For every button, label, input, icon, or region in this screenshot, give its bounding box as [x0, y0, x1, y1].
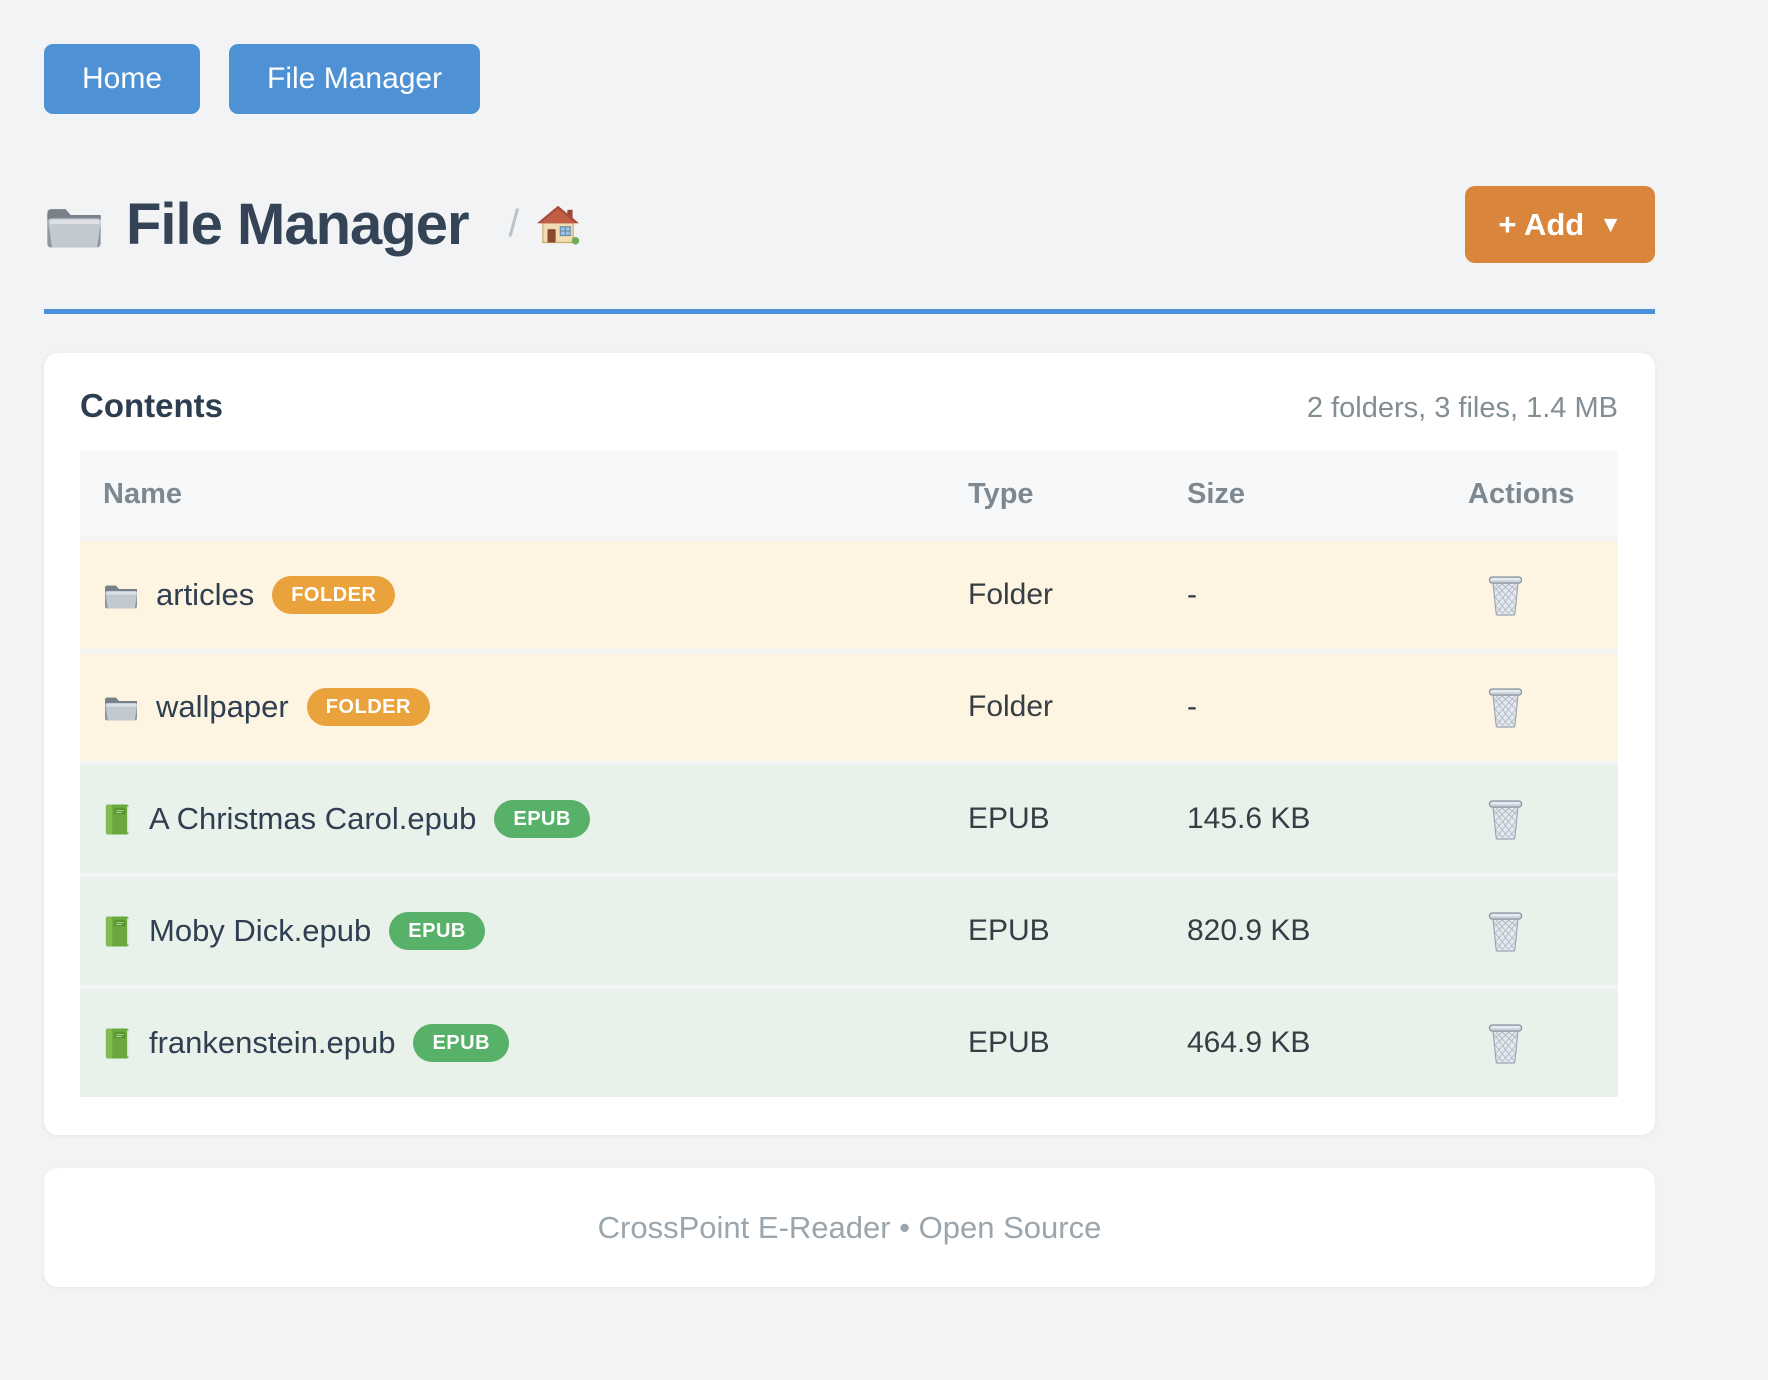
table-row[interactable]: frankenstein.epub EPUB EPUB 464.9 KB: [80, 985, 1618, 1097]
page-title: File Manager: [126, 192, 470, 257]
type-badge: EPUB: [494, 800, 590, 838]
trash-icon: [1488, 575, 1523, 616]
column-header-name: Name: [103, 477, 182, 510]
footer: CrossPoint E-Reader • Open Source: [44, 1168, 1655, 1287]
delete-button[interactable]: [1488, 687, 1523, 728]
top-nav: Home File Manager: [44, 0, 1655, 114]
page-header: File Manager / + Add ▼: [44, 186, 1655, 263]
trash-icon: [1488, 799, 1523, 840]
contents-summary: 2 folders, 3 files, 1.4 MB: [1306, 392, 1618, 424]
size-cell: -: [1187, 578, 1197, 611]
table-body: articles FOLDER Folder - wallpaper FOLDE…: [80, 537, 1618, 1097]
type-cell: EPUB: [968, 914, 1050, 947]
actions-cell: [1468, 799, 1618, 840]
name-cell: articles FOLDER: [80, 576, 968, 614]
table-row[interactable]: wallpaper FOLDER Folder -: [80, 649, 1618, 761]
file-name: wallpaper: [156, 689, 289, 724]
file-name: articles: [156, 577, 255, 612]
type-cell: EPUB: [968, 1026, 1050, 1059]
name-cell: wallpaper FOLDER: [80, 688, 968, 726]
trash-icon: [1488, 911, 1523, 952]
file-name: Moby Dick.epub: [149, 913, 372, 948]
file-name: frankenstein.epub: [149, 1025, 396, 1060]
title-group: File Manager /: [44, 191, 580, 258]
folder-icon: [103, 580, 139, 610]
actions-cell: [1468, 1023, 1618, 1064]
table-header-row: Name Type Size Actions: [80, 451, 1618, 537]
file-table: Name Type Size Actions articles FOLDER F…: [80, 451, 1618, 1097]
type-badge: EPUB: [413, 1024, 510, 1062]
column-header-actions: Actions: [1468, 477, 1575, 510]
folder-icon: [103, 692, 139, 722]
actions-cell: [1468, 911, 1618, 952]
delete-button[interactable]: [1488, 575, 1523, 616]
type-cell: Folder: [968, 690, 1054, 723]
column-header-size: Size: [1187, 477, 1246, 510]
file-manager-button[interactable]: File Manager: [229, 44, 481, 114]
footer-text: CrossPoint E-Reader • Open Source: [597, 1209, 1102, 1245]
actions-cell: [1468, 687, 1618, 728]
name-cell: frankenstein.epub EPUB: [80, 1024, 968, 1062]
add-button-label: + Add: [1498, 206, 1585, 242]
green-book-icon: [103, 803, 132, 836]
trash-icon: [1488, 1023, 1523, 1064]
type-badge: FOLDER: [306, 688, 430, 726]
type-badge: FOLDER: [272, 576, 396, 614]
column-header-type: Type: [968, 477, 1034, 510]
table-row[interactable]: A Christmas Carol.epub EPUB EPUB 145.6 K…: [80, 761, 1618, 873]
actions-cell: [1468, 575, 1618, 616]
file-name: A Christmas Carol.epub: [149, 801, 477, 836]
breadcrumb-separator: /: [508, 203, 520, 245]
contents-card: Contents 2 folders, 3 files, 1.4 MB Name…: [44, 353, 1655, 1135]
type-cell: EPUB: [968, 802, 1050, 835]
caret-down-icon: ▼: [1599, 211, 1622, 237]
size-cell: 145.6 KB: [1187, 802, 1311, 835]
home-button[interactable]: Home: [44, 44, 201, 114]
house-icon[interactable]: [537, 204, 580, 245]
green-book-icon: [103, 1027, 132, 1060]
name-cell: A Christmas Carol.epub EPUB: [80, 800, 968, 838]
type-badge: EPUB: [389, 912, 485, 950]
size-cell: 464.9 KB: [1187, 1026, 1311, 1059]
folder-icon: [44, 200, 104, 250]
type-cell: Folder: [968, 578, 1054, 611]
contents-card-header: Contents 2 folders, 3 files, 1.4 MB: [80, 387, 1618, 425]
add-button[interactable]: + Add ▼: [1465, 186, 1655, 263]
table-row[interactable]: Moby Dick.epub EPUB EPUB 820.9 KB: [80, 873, 1618, 985]
contents-heading: Contents: [80, 387, 223, 424]
size-cell: 820.9 KB: [1187, 914, 1311, 947]
name-cell: Moby Dick.epub EPUB: [80, 912, 968, 950]
delete-button[interactable]: [1488, 1023, 1523, 1064]
header-divider: [44, 309, 1655, 314]
delete-button[interactable]: [1488, 911, 1523, 952]
green-book-icon: [103, 915, 132, 948]
size-cell: -: [1187, 690, 1197, 723]
trash-icon: [1488, 687, 1523, 728]
table-row[interactable]: articles FOLDER Folder -: [80, 537, 1618, 649]
delete-button[interactable]: [1488, 799, 1523, 840]
page: Home File Manager File Manager / + Add ▼…: [44, 0, 1655, 1287]
